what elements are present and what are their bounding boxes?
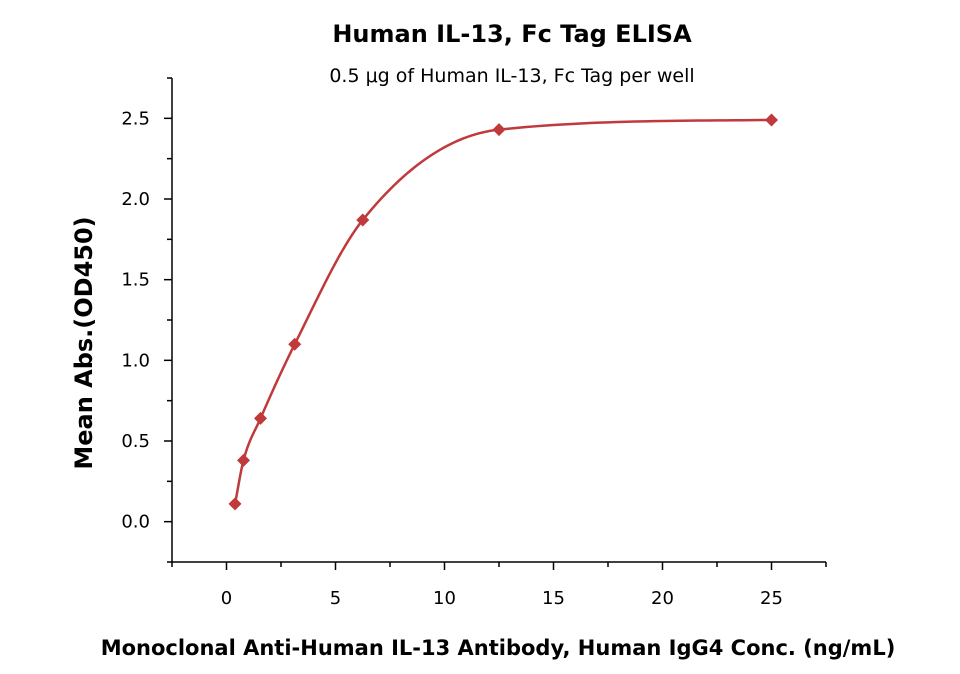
y-tick-label: 2.0 [121,189,150,210]
y-tick-label: 0.0 [121,512,150,533]
data-point-diamond [356,213,370,227]
data-point-diamond [228,497,242,511]
axes [171,78,826,563]
data-points [228,113,778,511]
x-tick-label: 10 [433,588,456,609]
ticks [164,77,827,570]
x-axis-label: Monoclonal Anti-Human IL-13 Antibody, Hu… [101,636,896,660]
x-tick-label: 20 [651,588,674,609]
data-point-diamond [288,337,302,351]
chart-title: Human IL-13, Fc Tag ELISA [332,20,692,48]
x-tick-label: 15 [542,588,565,609]
y-tick-label: 2.5 [121,108,150,129]
y-axis-label: Mean Abs.(OD450) [70,216,98,469]
data-point-diamond [492,123,506,137]
y-tick-label: 1.0 [121,350,150,371]
x-tick-label: 5 [330,588,341,609]
x-tick-label: 0 [221,588,232,609]
tick-labels: 0 5 10 15 20 25 0.0 0.5 1.0 1.5 2.0 2.5 [121,108,783,609]
data-point-diamond [765,113,778,127]
y-tick-label: 1.5 [121,270,150,291]
chart-subtitle: 0.5 μg of Human IL-13, Fc Tag per well [329,65,694,87]
data-point-diamond [254,411,268,425]
x-tick-label: 25 [760,588,783,609]
data-point-diamond [237,453,251,467]
y-tick-label: 0.5 [121,431,150,452]
fit-curve [233,118,772,505]
